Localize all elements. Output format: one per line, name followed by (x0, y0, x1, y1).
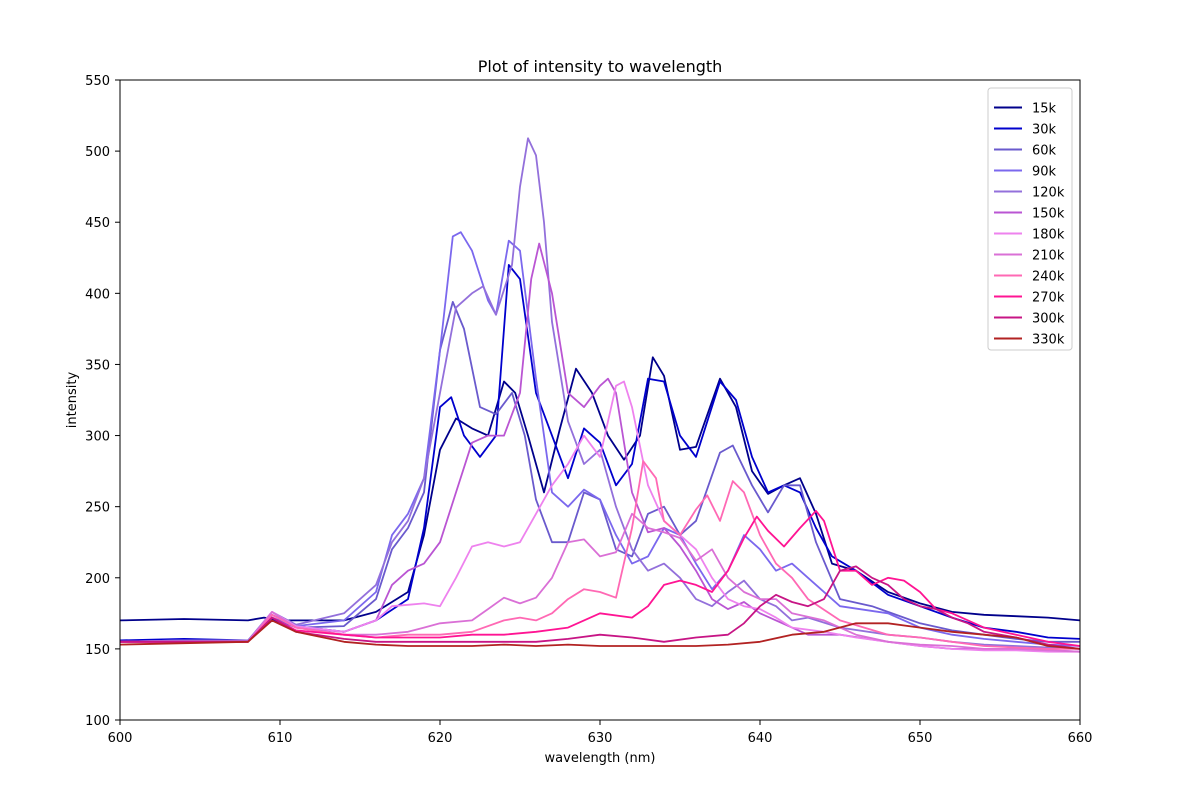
x-tick-label: 640 (748, 731, 773, 746)
series-line-90k (119, 231, 1081, 647)
plot-frame (119, 79, 1081, 721)
series-line-120k (119, 137, 1081, 650)
legend: 15k 30k 60k 90k 120k 150k 180k 210k 240k 270k 300k… (987, 87, 1073, 351)
series-line-210k (120, 512, 1081, 653)
chart-title: Plot of intensity to wavelength (478, 57, 723, 76)
legend-label-270k: 270k (1032, 291, 1065, 306)
y-tick-label: 200 (85, 572, 110, 587)
series-line-180k (120, 380, 1080, 653)
legend-label-150k: 150k (1032, 207, 1065, 222)
y-tick-label: 150 (85, 643, 110, 658)
legend-label-180k: 180k (1032, 228, 1065, 243)
legend-box (987, 87, 1073, 351)
y-tick-label: 350 (85, 358, 110, 373)
x-axis-ticks: 600 610 620 630 640 650 660 (108, 720, 1093, 746)
legend-label-30k: 30k (1032, 123, 1057, 138)
series-line-330k (119, 619, 1081, 650)
x-tick-label: 600 (108, 731, 133, 746)
legend-label-60k: 60k (1032, 144, 1057, 159)
legend-label-15k: 15k (1032, 102, 1057, 117)
y-tick-label: 250 (85, 501, 110, 516)
y-axis-ticks: 100 150 200 250 300 350 400 450 500 550 (85, 74, 120, 729)
x-tick-label: 620 (428, 731, 453, 746)
legend-label-300k: 300k (1032, 312, 1065, 327)
y-tick-label: 550 (85, 74, 110, 89)
series-line-270k (120, 510, 1081, 647)
legend-label-210k: 210k (1032, 249, 1065, 264)
series-layer (119, 137, 1081, 653)
x-tick-label: 610 (268, 731, 293, 746)
x-axis-label: wavelength (nm) (545, 751, 656, 766)
legend-label-240k: 240k (1032, 270, 1065, 285)
legend-label-330k: 330k (1032, 333, 1065, 348)
x-tick-label: 660 (1068, 731, 1093, 746)
y-tick-label: 400 (85, 287, 110, 302)
y-tick-label: 300 (85, 430, 110, 445)
series-line-300k (120, 565, 1081, 650)
y-tick-label: 100 (85, 714, 110, 729)
y-axis-label: intensity (65, 372, 80, 429)
legend-label-120k: 120k (1032, 186, 1065, 201)
y-tick-label: 500 (85, 145, 110, 160)
x-tick-label: 630 (588, 731, 613, 746)
y-tick-label: 450 (85, 216, 110, 231)
x-tick-label: 650 (908, 731, 933, 746)
series-line-240k (120, 460, 1080, 650)
series-line-150k (120, 242, 1081, 653)
legend-label-90k: 90k (1032, 165, 1057, 180)
